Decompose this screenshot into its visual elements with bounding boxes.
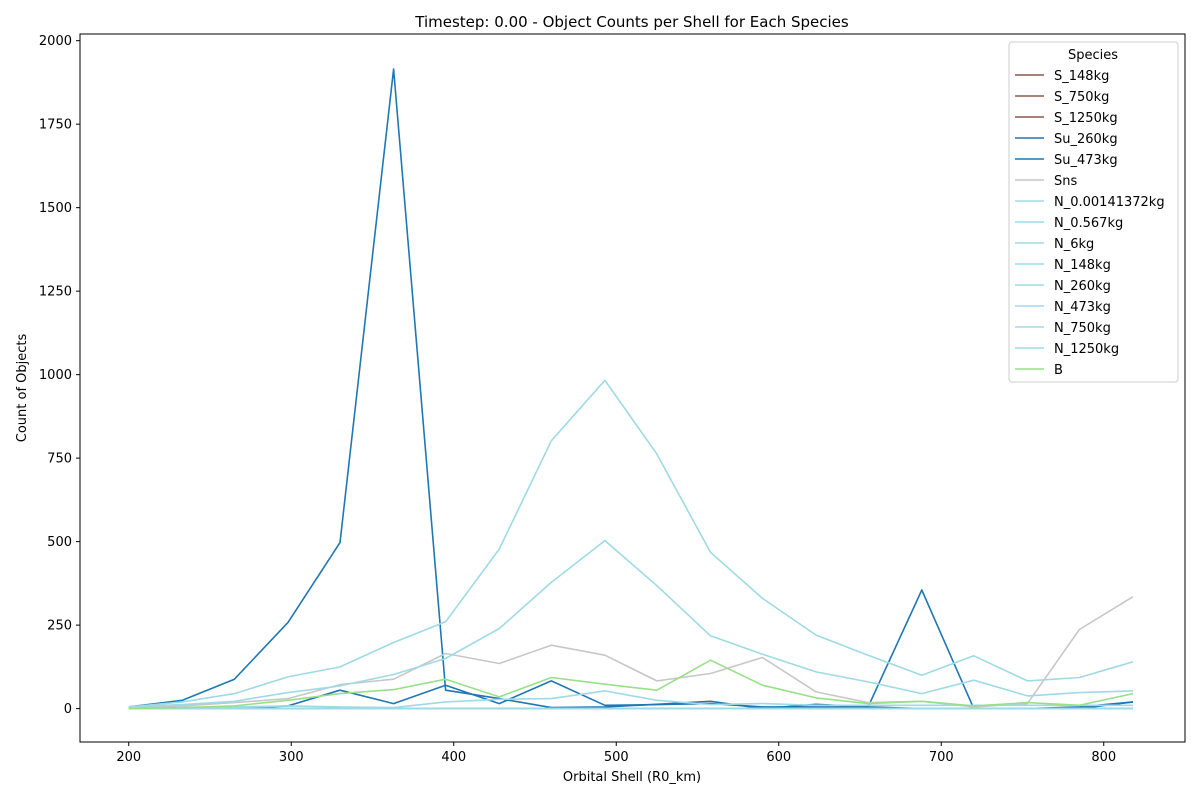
legend-label-3: Su_260kg	[1054, 132, 1118, 147]
y-axis: 0 250 500 750 1000 1250 1500 1750 2000	[39, 34, 80, 717]
legend-label-8: N_6kg	[1054, 237, 1094, 252]
chart-title: Timestep: 0.00 - Object Counts per Shell…	[414, 13, 849, 31]
series-line-7	[128, 539, 1134, 708]
y-tick-label-1: 250	[47, 619, 72, 634]
legend-title: Species	[1068, 48, 1118, 63]
x-tick-label-2: 400	[441, 750, 466, 765]
y-tick-label-0: 0	[64, 702, 72, 717]
legend-label-13: N_1250kg	[1054, 342, 1119, 357]
y-tick-label-6: 1500	[39, 201, 72, 216]
series-line-6	[128, 379, 1134, 708]
legend-label-1: S_750kg	[1054, 90, 1109, 105]
x-tick-label-6: 800	[1091, 750, 1116, 765]
x-tick-label-4: 600	[766, 750, 791, 765]
y-tick-label-8: 2000	[39, 34, 72, 49]
series-line-14	[128, 659, 1134, 710]
legend-items: S_148kg S_750kg S_1250kg Su_260kg Su_473kg Sn…	[1015, 69, 1165, 378]
x-tick-label-1: 300	[279, 750, 304, 765]
y-tick-label-3: 750	[47, 452, 72, 467]
legend: Species S_148kg S_750kg S_1250kg Su_260kg Su…	[1008, 41, 1179, 383]
y-tick-label-7: 1750	[39, 118, 72, 133]
x-axis-label: Orbital Shell (R0_km)	[563, 770, 701, 785]
x-tick-label-5: 700	[929, 750, 954, 765]
legend-label-11: N_473kg	[1054, 300, 1111, 315]
legend-label-5: Sns	[1054, 174, 1077, 189]
y-axis-label: Count of Objects	[15, 334, 30, 443]
x-tick-label-0: 200	[116, 750, 141, 765]
x-axis: 200 300 400 500 600 700 800	[116, 742, 1116, 765]
legend-label-12: N_750kg	[1054, 321, 1111, 336]
plot-area	[128, 68, 1134, 710]
plot-frame	[79, 33, 1186, 743]
legend-label-4: Su_473kg	[1054, 153, 1118, 168]
legend-label-6: N_0.00141372kg	[1054, 195, 1165, 210]
legend-label-2: S_1250kg	[1054, 111, 1118, 126]
legend-label-9: N_148kg	[1054, 258, 1111, 273]
legend-label-0: S_148kg	[1054, 69, 1109, 84]
legend-label-14: B	[1054, 363, 1063, 378]
y-tick-label-5: 1250	[39, 285, 72, 300]
legend-label-7: N_0.567kg	[1054, 216, 1123, 231]
y-tick-label-2: 500	[47, 535, 72, 550]
x-tick-label-3: 500	[604, 750, 629, 765]
legend-label-10: N_260kg	[1054, 279, 1111, 294]
y-tick-label-4: 1000	[39, 368, 72, 383]
legend-frame	[1008, 41, 1179, 383]
